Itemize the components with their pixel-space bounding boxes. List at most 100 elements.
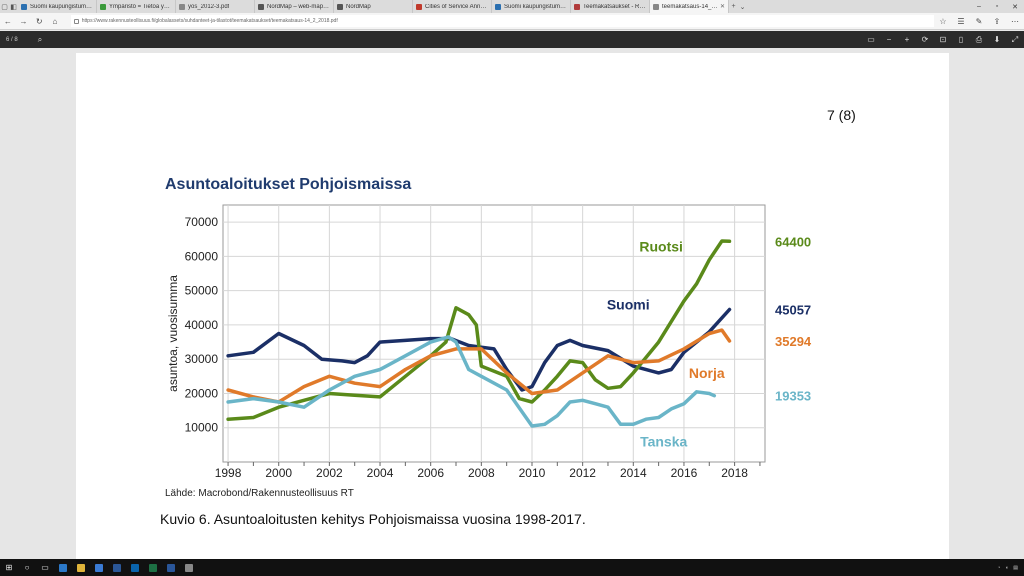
browser-tab-bar: ▢ ◧ Suomi kaupungistumisen n Ympäristö = … [0, 0, 1024, 13]
volume-icon[interactable]: ◖ [1005, 564, 1009, 571]
tab-label: Cities of Service Announces [425, 3, 488, 10]
tab-list-chevron-icon[interactable]: ⌄ [739, 3, 746, 11]
word-icon[interactable] [162, 559, 180, 576]
edge-app-icon[interactable] [54, 559, 72, 576]
end-value-label: 64400 [775, 234, 811, 249]
tab-label: Suomi kaupungistumisen n [504, 3, 567, 10]
x-tick-label: 1998 [215, 466, 242, 480]
layout-icon[interactable]: ▯ [958, 34, 964, 44]
x-tick-label: 2016 [671, 466, 698, 480]
tab-label: teemakatsaus-14_2_201 [662, 3, 718, 10]
rotate-icon[interactable]: ⟳ [921, 34, 929, 44]
browser-tab[interactable]: Cities of Service Announces [413, 0, 492, 13]
maximize-icon[interactable]: ▫ [995, 2, 999, 10]
y-tick-label: 40000 [185, 318, 219, 332]
end-value-label: 19353 [775, 389, 811, 404]
url-text: https://www.rakennusteollisuus.fi/global… [81, 18, 338, 24]
tab-favicon-icon [574, 3, 580, 10]
y-axis-label: asuntoa, vuosisumma [166, 275, 180, 392]
favorite-star-icon[interactable]: ☆ [939, 16, 947, 26]
store-icon[interactable] [90, 559, 108, 576]
share-icon[interactable]: ⇪ [993, 16, 1001, 26]
lock-icon [73, 18, 79, 24]
tab-strip: Suomi kaupungistumisen n Ympäristö = Tiet… [18, 0, 729, 13]
zoom-in-icon[interactable]: + [904, 34, 910, 44]
system-tray: ◔ ◖ ▤ [997, 565, 1024, 571]
x-tick-label: 2018 [721, 466, 748, 480]
tab-label: yos_2012-3.pdf [188, 3, 230, 10]
browser-tab[interactable]: Suomi kaupungistumisen n [18, 0, 97, 13]
plot-area [222, 204, 766, 463]
tab-favicon-icon [21, 3, 27, 10]
browser-tab[interactable]: NordMap [334, 0, 413, 13]
page-current[interactable]: 6 [6, 36, 10, 43]
tab-favicon-icon [100, 3, 106, 10]
save-icon[interactable]: ⬇ [993, 34, 1001, 44]
network-icon[interactable]: ◔ [997, 564, 1001, 571]
y-tick-label: 30000 [185, 352, 219, 366]
home-icon[interactable]: ⌂ [52, 16, 58, 26]
page-number: 7 (8) [827, 107, 856, 123]
tab-label: Teemakatsaukset - Rakenn [583, 3, 646, 10]
chart-title: Asuntoaloitukset Pohjoismaissa [165, 176, 412, 193]
tab-favicon-icon [179, 3, 185, 10]
y-tick-label: 10000 [185, 421, 219, 435]
tab-favicon-icon [416, 3, 422, 10]
search-icon[interactable]: ⌕ [37, 34, 43, 44]
tabs-aside-icon[interactable]: ◧ [10, 3, 17, 11]
series-line-ruotsi [226, 239, 732, 421]
fit-page-icon[interactable]: ⊡ [939, 34, 947, 44]
url-field[interactable]: https://www.rakennusteollisuus.fi/global… [70, 15, 934, 27]
browser-tab[interactable]: Ympäristö = Tietoa yhdysku [97, 0, 176, 13]
task-view-icon[interactable]: ▭ [41, 563, 49, 572]
outlook-icon[interactable] [126, 559, 144, 576]
photos-icon[interactable] [180, 559, 198, 576]
pdf-tools: ▭ − + ⟳ ⊡ ▯ ⎙ ⬇ ⤢ [862, 35, 1024, 45]
page-indicator[interactable]: 6 / 8 [6, 37, 18, 43]
mail-icon[interactable] [108, 559, 126, 576]
series-name-label: Suomi [607, 297, 650, 313]
x-tick-label: 2004 [367, 466, 394, 480]
browser-tab[interactable]: Teemakatsaukset - Rakenn [571, 0, 650, 13]
close-icon[interactable]: ✕ [1012, 3, 1018, 11]
close-tab-icon[interactable]: ✕ [719, 4, 725, 10]
start-icon[interactable]: ⊞ [5, 563, 13, 572]
browser-tab[interactable]: yos_2012-3.pdf [176, 0, 255, 13]
browser-tab[interactable]: teemakatsaus-14_2_201✕ [650, 0, 729, 13]
series-name-label: Ruotsi [639, 238, 683, 254]
x-tick-label: 2010 [519, 466, 546, 480]
series-name-label: Tanska [640, 434, 687, 450]
print-icon[interactable]: ⎙ [975, 34, 983, 44]
back-icon[interactable]: ← [3, 16, 12, 26]
tab-label: NordMap – web-mapping t [267, 3, 330, 10]
notes-icon[interactable]: ✎ [975, 16, 983, 26]
minimize-icon[interactable]: – [977, 2, 981, 10]
windows-taskbar: ⊞ ○ ▭ ◔ ◖ ▤ [0, 559, 1024, 576]
address-bar: ← → ↻ ⌂ https://www.rakennusteollisuus.f… [0, 13, 1024, 30]
tab-actions-icon[interactable]: ▢ [1, 3, 8, 11]
more-icon[interactable]: ⋯ [1011, 16, 1019, 26]
new-tab-icon[interactable]: + [731, 3, 736, 10]
source-note: Lähde: Macrobond/Rakennusteollisuus RT [165, 488, 354, 499]
excel-icon[interactable] [144, 559, 162, 576]
end-value-label: 35294 [775, 334, 812, 349]
table-of-contents-icon[interactable]: ▭ [867, 34, 875, 44]
y-tick-label: 20000 [185, 386, 219, 400]
page-total: / 8 [11, 36, 18, 43]
refresh-icon[interactable]: ↻ [35, 16, 43, 26]
notifications-icon[interactable]: ▤ [1013, 564, 1018, 571]
fullscreen-icon[interactable]: ⤢ [1011, 34, 1019, 44]
zoom-out-icon[interactable]: − [886, 34, 892, 44]
file-explorer-icon[interactable] [72, 559, 90, 576]
series-line-tanska [226, 335, 717, 428]
x-tick-label: 2008 [468, 466, 495, 480]
forward-icon[interactable]: → [19, 16, 28, 26]
tab-label: Suomi kaupungistumisen n [30, 3, 93, 10]
x-tick-label: 2000 [265, 466, 292, 480]
search-icon[interactable]: ○ [24, 563, 30, 572]
series-line-norja [226, 328, 732, 404]
series-line-suomi [226, 307, 732, 392]
browser-tab[interactable]: NordMap – web-mapping t [255, 0, 334, 13]
browser-tab[interactable]: Suomi kaupungistumisen n [492, 0, 571, 13]
favorites-hub-icon[interactable]: ☰ [957, 16, 965, 26]
